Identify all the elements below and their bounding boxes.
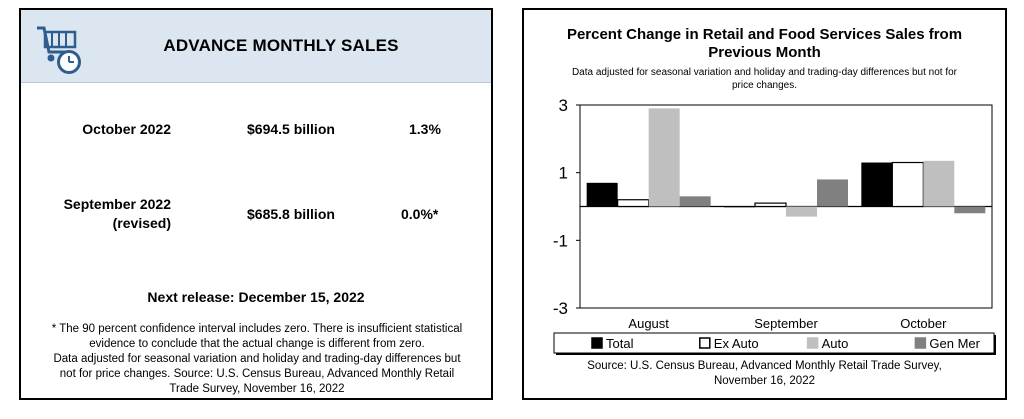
legend-swatch	[699, 337, 711, 349]
legend-label: Total	[606, 336, 634, 351]
x-category-label: October	[900, 316, 947, 331]
october-label: October 2022	[82, 121, 171, 137]
chart-subtitle-line1: Data adjusted for seasonal variation and…	[571, 67, 958, 78]
chart-title-line2: Previous Month	[708, 44, 821, 61]
chart-subtitle-line2: price changes.	[731, 80, 798, 91]
legend-swatch	[806, 337, 819, 349]
bar-auto-september	[786, 206, 817, 217]
bar-gen-mer-september	[817, 179, 848, 207]
legend-swatch	[591, 337, 603, 349]
september-label-line2: (revised)	[112, 215, 171, 231]
october-amount: $694.5 billion	[247, 121, 335, 137]
shopping-cart-clock-icon	[37, 26, 81, 74]
bar-chart: 3 1 -1 -3 August September October Total Ex Auto…	[553, 96, 996, 355]
legend	[553, 332, 995, 354]
y-tick-label: -1	[553, 231, 568, 250]
chart-subtitle: Data adjusted for seasonal variation and…	[534, 66, 995, 92]
advance-monthly-sales-panel: ADVANCE MONTHLY SALES October 2022 $694.…	[19, 8, 493, 400]
footnote-line: evidence to conclude that the actual cha…	[89, 338, 425, 350]
chart-source-line2: November 16, 2022	[713, 375, 815, 387]
x-category-label: August	[628, 316, 669, 331]
bar-ex-auto-september	[754, 202, 787, 208]
legend-label: Ex Auto	[714, 336, 759, 351]
y-tick-label: -3	[553, 299, 568, 318]
september-label-line1: September 2022	[63, 196, 171, 212]
chart-source-line1: Source: U.S. Census Bureau, Advanced Mon…	[587, 360, 942, 372]
bar-total-august	[586, 182, 618, 207]
footnote-line: Data adjusted for seasonal variation and…	[53, 353, 461, 365]
september-amount: $685.8 billion	[247, 206, 335, 222]
footnote-line: Trade Survey, November 16, 2022	[169, 383, 345, 395]
bar-gen-mer-august	[679, 196, 711, 207]
next-release: Next release: December 15, 2022	[147, 289, 365, 305]
y-tick-label: 1	[559, 164, 568, 183]
legend-swatch	[914, 337, 927, 349]
bar-ex-auto-october	[891, 161, 924, 208]
september-pct: 0.0%*	[401, 206, 439, 222]
legend-label: Gen Mer	[929, 336, 980, 351]
x-category-label: September	[754, 316, 818, 331]
october-pct: 1.3%	[409, 121, 441, 137]
september-label: September 2022 (revised)	[41, 195, 171, 233]
footnote-line: * The 90 percent confidence interval inc…	[51, 323, 463, 335]
bar-auto-august	[648, 108, 680, 207]
panel-title: ADVANCE MONTHLY SALES	[163, 36, 399, 55]
chart-title-line1: Percent Change in Retail and Food Servic…	[566, 26, 963, 43]
y-tick-label: 3	[559, 96, 568, 115]
chart-panel: Percent Change in Retail and Food Servic…	[522, 8, 1007, 400]
bar-total-september	[724, 206, 755, 208]
bar-auto-october	[923, 160, 955, 207]
chart-title: Percent Change in Retail and Food Servic…	[534, 26, 995, 62]
panel-header: ADVANCE MONTHLY SALES	[21, 10, 491, 83]
bar-total-october	[861, 162, 893, 207]
chart-source: Source: U.S. Census Bureau, Advanced Mon…	[534, 359, 995, 389]
footnote-line: not for price changes. Source: U.S. Cens…	[59, 368, 455, 380]
bar-ex-auto-august	[617, 199, 650, 208]
footnote: * The 90 percent confidence interval inc…	[29, 322, 485, 397]
bar-gen-mer-october	[954, 206, 986, 214]
legend-label: Auto	[822, 336, 849, 351]
